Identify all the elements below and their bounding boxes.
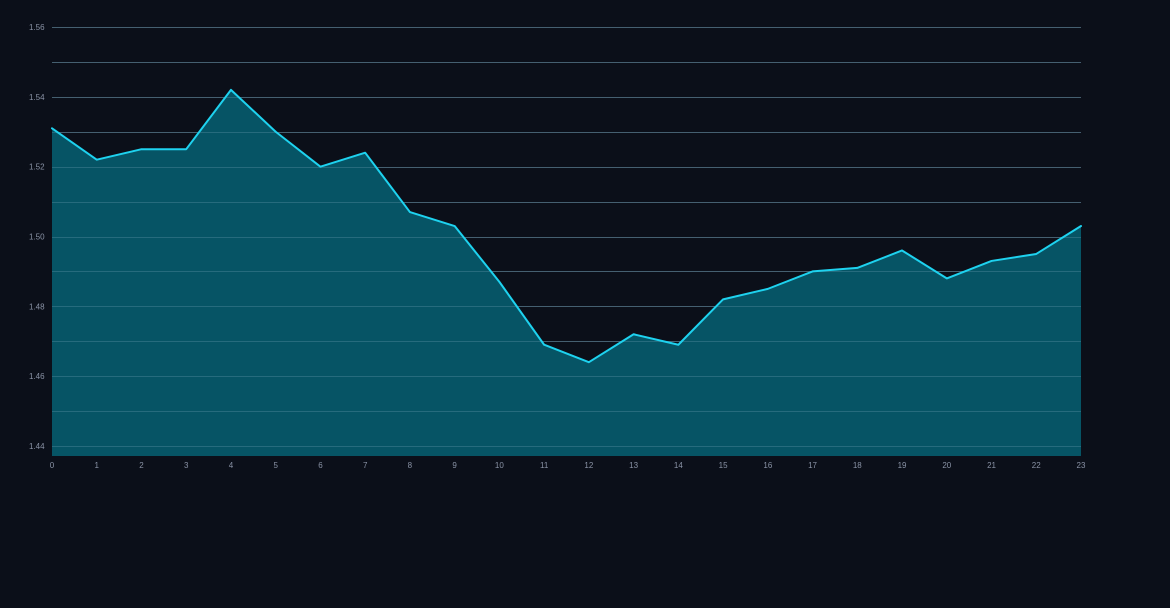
y-tick-label: 1.56 — [29, 23, 45, 32]
data-point[interactable] — [227, 86, 235, 94]
x-tick-label: 19 — [898, 461, 907, 470]
x-axis-ticks: 0 1 2 3 4 5 6 7 8 9 10 11 12 13 14 15 16 17 18 19 20 21 22 23 — [50, 461, 1086, 470]
y-tick-label: 1.48 — [29, 302, 45, 311]
area-fill-group — [52, 27, 1081, 456]
data-point[interactable] — [853, 264, 861, 272]
x-tick-label: 3 — [184, 461, 189, 470]
x-tick-label: 14 — [674, 461, 683, 470]
x-tick-label: 0 — [50, 461, 55, 470]
series-line — [51, 88, 1082, 364]
x-tick-label: 11 — [540, 461, 549, 470]
data-point[interactable] — [137, 145, 145, 153]
x-tick-label: 8 — [408, 461, 413, 470]
data-point[interactable] — [48, 124, 56, 132]
data-point[interactable] — [495, 278, 503, 286]
x-tick-label: 23 — [1077, 461, 1086, 470]
data-point[interactable] — [182, 145, 190, 153]
data-point[interactable] — [898, 246, 906, 254]
data-point[interactable] — [585, 358, 593, 366]
data-point[interactable] — [630, 330, 638, 338]
x-tick-label: 12 — [584, 461, 593, 470]
data-point[interactable] — [93, 156, 101, 164]
y-axis-ticks: 1.44 1.46 1.48 1.50 1.52 1.54 1.56 — [29, 23, 45, 451]
data-point[interactable] — [764, 285, 772, 293]
x-tick-label: 1 — [95, 461, 100, 470]
data-point[interactable] — [406, 208, 414, 216]
x-tick-label: 22 — [1032, 461, 1041, 470]
series-area — [52, 89, 1081, 456]
data-point[interactable] — [988, 257, 996, 265]
data-point[interactable] — [361, 149, 369, 157]
data-point[interactable] — [540, 341, 548, 349]
x-tick-label: 5 — [273, 461, 278, 470]
y-tick-label: 1.54 — [29, 93, 45, 102]
data-point[interactable] — [1032, 250, 1040, 258]
series-line-group — [48, 86, 1085, 366]
x-tick-label: 16 — [763, 461, 772, 470]
x-tick-label: 9 — [452, 461, 457, 470]
data-point[interactable] — [719, 295, 727, 303]
x-tick-label: 2 — [139, 461, 144, 470]
y-tick-label: 1.52 — [29, 163, 45, 172]
data-point[interactable] — [451, 222, 459, 230]
x-tick-label: 10 — [495, 461, 504, 470]
x-tick-label: 7 — [363, 461, 368, 470]
x-tick-label: 18 — [853, 461, 862, 470]
x-tick-label: 15 — [719, 461, 728, 470]
x-tick-label: 6 — [318, 461, 323, 470]
x-tick-label: 13 — [629, 461, 638, 470]
y-tick-label: 1.44 — [29, 442, 45, 451]
data-point[interactable] — [674, 341, 682, 349]
x-tick-label: 4 — [229, 461, 234, 470]
data-point[interactable] — [316, 163, 324, 171]
x-tick-label: 17 — [808, 461, 817, 470]
data-point[interactable] — [809, 267, 817, 275]
data-point[interactable] — [272, 128, 280, 136]
x-tick-label: 20 — [942, 461, 951, 470]
data-point[interactable] — [943, 274, 951, 282]
y-tick-label: 1.46 — [29, 372, 45, 381]
y-tick-label: 1.50 — [29, 233, 45, 242]
data-point[interactable] — [1077, 222, 1085, 230]
x-tick-label: 21 — [987, 461, 996, 470]
